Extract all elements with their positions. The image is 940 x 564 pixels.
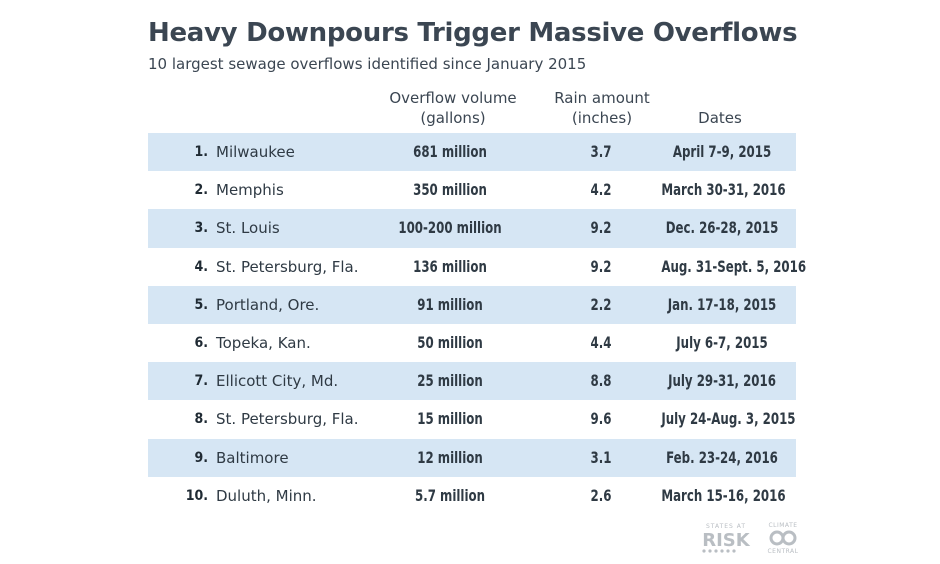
dates-cell: Feb. 23-24, 2016 <box>666 447 778 467</box>
city-cell: Milwaukee <box>216 143 295 161</box>
city-cell: St. Louis <box>216 219 280 238</box>
rank-cell: 2. <box>194 182 208 199</box>
table-row: 9. Baltimore 12 million 3.1 Feb. 23-24, 2016 <box>148 438 796 477</box>
chart-title: Heavy Downpours Trigger Massive Overflow… <box>148 18 798 48</box>
city-cell: Baltimore <box>216 448 289 467</box>
dates-cell: July 29-31, 2016 <box>668 371 776 391</box>
chart-subtitle: 10 largest sewage overflows identified s… <box>148 55 587 73</box>
city-cell: Memphis <box>216 181 284 200</box>
volume-cell: 12 million <box>417 447 483 467</box>
climate-central-logo: CLIMATE CENTRAL <box>767 522 798 554</box>
volume-cell: 25 million <box>417 371 483 391</box>
volume-cell: 350 million <box>413 180 487 200</box>
dates-cell: March 30-31, 2016 <box>661 180 786 200</box>
svg-text:RISK: RISK <box>702 530 751 551</box>
dates-cell: April 7-9, 2015 <box>672 142 772 161</box>
rain-cell: 3.1 <box>590 447 612 467</box>
rank-cell: 1. <box>194 144 208 160</box>
city-cell: St. Petersburg, Fla. <box>216 410 359 429</box>
rain-cell: 2.6 <box>590 485 612 505</box>
dates-cell: Jan. 17-18, 2015 <box>667 294 777 314</box>
rain-cell: 4.4 <box>590 332 612 352</box>
rank-cell: 10. <box>185 487 208 504</box>
dates-cell: Dec. 26-28, 2015 <box>665 218 779 238</box>
table-row: 10. Duluth, Minn. 5.7 million 2.6 March 15-1… <box>148 477 796 515</box>
states-at-risk-logo: STATES AT RISK <box>702 523 751 553</box>
svg-text:STATES AT: STATES AT <box>706 523 746 530</box>
volume-cell: 15 million <box>417 409 483 429</box>
column-header-volume-line1: Overflow volume <box>389 89 517 107</box>
volume-cell: 50 million <box>417 332 483 352</box>
table-row: 4. St. Petersburg, Fla. 136 million 9.2 Aug.… <box>148 248 807 286</box>
city-cell: St. Petersburg, Fla. <box>216 257 359 276</box>
rain-cell: 3.7 <box>590 142 612 161</box>
rain-cell: 9.2 <box>590 256 612 276</box>
table-row: 6. Topeka, Kan. 50 million 4.4 July 6-7, 201… <box>148 324 796 362</box>
column-header-dates: Dates <box>698 109 742 127</box>
rank-cell: 8. <box>194 411 208 428</box>
dates-cell: Aug. 31-Sept. 5, 2016 <box>661 256 807 276</box>
rain-cell: 4.2 <box>590 180 612 200</box>
dates-cell: July 6-7, 2015 <box>676 332 768 352</box>
column-header-rain-line1: Rain amount <box>554 89 650 107</box>
city-cell: Duluth, Minn. <box>216 486 317 505</box>
column-header-volume-line2: (gallons) <box>420 109 486 127</box>
volume-cell: 136 million <box>413 256 487 276</box>
rank-cell: 5. <box>194 296 208 313</box>
rank-cell: 3. <box>194 220 208 237</box>
rank-cell: 4. <box>194 258 208 275</box>
rain-cell: 8.8 <box>590 371 612 391</box>
table-row: 7. Ellicott City, Md. 25 million 8.8 July 29… <box>148 362 796 401</box>
dates-cell: July 24-Aug. 3, 2015 <box>661 409 796 429</box>
volume-cell: 5.7 million <box>414 485 486 505</box>
volume-cell: 91 million <box>417 294 483 314</box>
table-row: 3. St. Louis 100-200 million 9.2 Dec. 26-28,… <box>148 209 796 248</box>
rain-cell: 9.6 <box>590 409 612 429</box>
rank-cell: 7. <box>194 373 208 390</box>
rain-cell: 9.2 <box>590 218 612 238</box>
rank-cell: 9. <box>194 449 208 466</box>
svg-text:CENTRAL: CENTRAL <box>767 548 798 554</box>
city-cell: Portland, Ore. <box>216 295 320 314</box>
column-header-rain: Rain amount (inches) <box>546 88 658 128</box>
table-row: 8. St. Petersburg, Fla. 15 million 9.6 July … <box>148 400 796 438</box>
city-cell: Topeka, Kan. <box>216 333 311 352</box>
column-header-rain-line2: (inches) <box>571 109 633 127</box>
table-row: 5. Portland, Ore. 91 million 2.2 Jan. 17-18,… <box>148 285 796 324</box>
table-row: 1. Milwaukee 681 million 3.7 April 7-9, 2015 <box>148 133 796 172</box>
rain-cell: 2.2 <box>590 294 612 314</box>
dates-cell: March 15-16, 2016 <box>661 485 786 505</box>
volume-cell: 681 million <box>413 142 487 161</box>
overflow-table: 1. Milwaukee 681 million 3.7 April 7-9, 2015… <box>148 133 807 515</box>
table-row: 2. Memphis 350 million 4.2 March 30-31, 2016 <box>148 171 796 209</box>
rank-cell: 6. <box>194 334 208 351</box>
column-header-volume: Overflow volume (gallons) <box>378 88 528 128</box>
city-cell: Ellicott City, Md. <box>216 372 339 391</box>
volume-cell: 100-200 million <box>398 218 502 238</box>
svg-text:CLIMATE: CLIMATE <box>768 522 797 529</box>
